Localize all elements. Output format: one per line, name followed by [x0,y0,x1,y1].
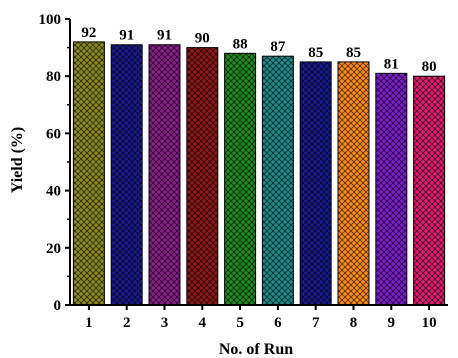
x-tick-label-10: 10 [422,315,437,331]
data-label-run-9: 81 [384,56,399,72]
data-label-run-10: 80 [422,59,437,75]
bar-run-1 [72,41,105,306]
x-tick-label-9: 9 [388,315,396,331]
bar-run-2 [110,44,143,306]
y-tick-label: 20 [46,241,61,257]
x-tick-label-6: 6 [274,315,282,331]
data-label-run-2: 91 [119,28,134,44]
bar-run-10 [413,75,446,306]
axes-layer: 0 20 40 60 80 100 1 2 3 4 5 6 7 8 9 10 [39,12,448,331]
x-tick-label-2: 2 [123,315,131,331]
x-tick-label-1: 1 [85,315,93,331]
y-axis-label: Yield (%) [9,127,26,194]
data-label-run-6: 87 [270,39,286,55]
data-labels-layer: 92 91 91 90 88 87 85 85 81 80 [81,25,436,75]
y-tick-label: 80 [46,69,61,85]
x-tick-label-7: 7 [312,315,320,331]
data-label-run-5: 88 [233,36,248,52]
data-label-run-3: 91 [157,28,172,44]
bar-run-8 [337,61,370,306]
bar-run-9 [375,72,408,306]
bar-run-5 [224,52,257,306]
x-tick-label-5: 5 [236,315,244,331]
bars-layer [72,41,446,306]
x-axis-label: No. of Run [219,341,293,358]
y-tick-label: 0 [54,298,62,314]
data-label-run-8: 85 [346,45,361,61]
x-tick-label-3: 3 [161,315,169,331]
bar-run-3 [148,44,181,306]
x-tick-label-4: 4 [199,315,207,331]
bar-run-6 [261,55,294,306]
bar-run-4 [186,47,219,306]
y-tick-label: 60 [46,126,61,142]
x-tick-label-8: 8 [350,315,358,331]
data-label-run-7: 85 [308,45,323,61]
data-label-run-4: 90 [195,31,210,47]
data-label-run-1: 92 [81,25,96,41]
y-tick-label: 40 [46,184,61,200]
bar-run-7 [299,61,332,306]
y-tick-label: 100 [39,12,62,28]
